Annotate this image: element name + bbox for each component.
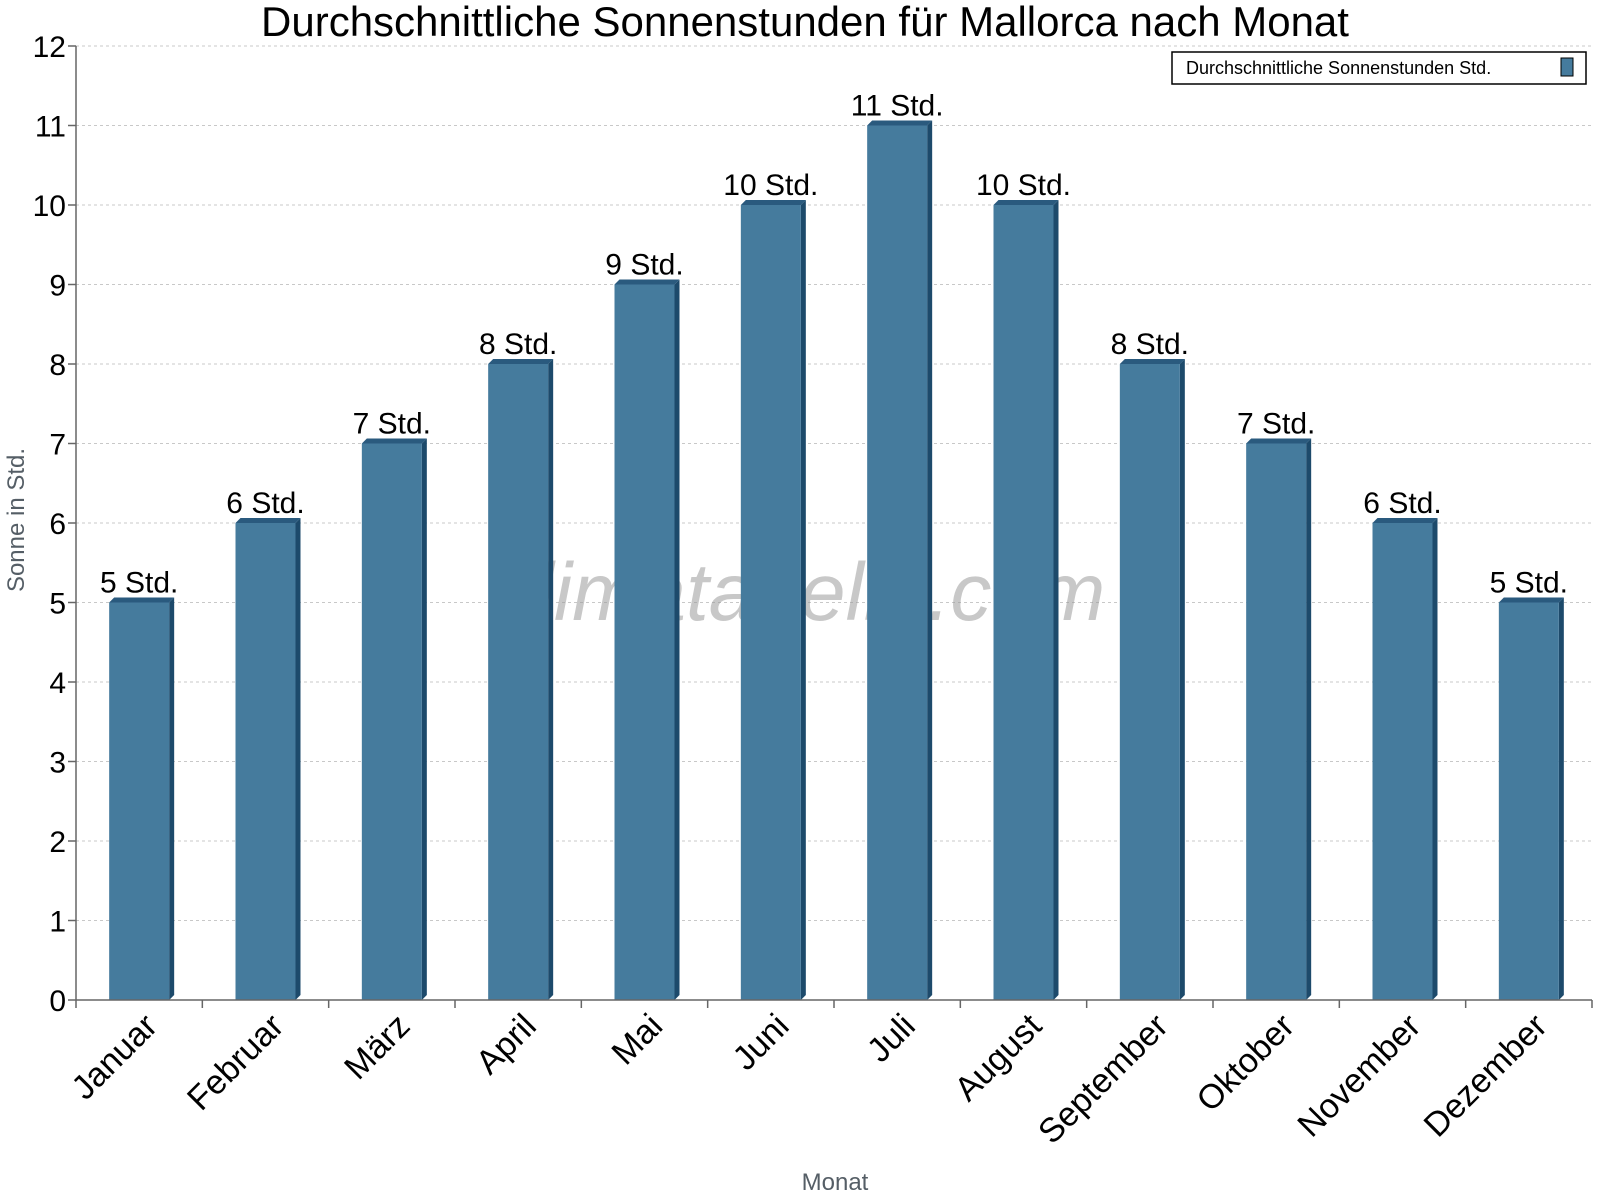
legend-text: Durchschnittliche Sonnenstunden Std. — [1186, 58, 1491, 78]
bar-value-label: 6 Std. — [226, 487, 304, 520]
y-tick-label: 10 — [33, 190, 66, 223]
y-tick-label: 8 — [49, 349, 66, 382]
y-tick-label: 3 — [49, 747, 66, 780]
bar-top — [614, 279, 680, 285]
x-tick-label: November — [1290, 1007, 1428, 1145]
grid-lines — [76, 45, 1592, 921]
bar-side — [1053, 200, 1059, 1000]
bar — [740, 205, 801, 1000]
bar-top — [109, 597, 175, 603]
y-tick-label: 1 — [49, 906, 66, 939]
legend: Durchschnittliche Sonnenstunden Std. — [1171, 51, 1587, 85]
x-tick-label: März — [337, 1007, 417, 1087]
bar-side — [1179, 359, 1185, 1000]
y-axis-label: Sonne in Std. — [3, 448, 30, 592]
bar-top — [1372, 518, 1438, 523]
bar-top — [488, 359, 554, 364]
bar-side — [674, 279, 680, 1000]
bar-value-label: 9 Std. — [605, 249, 683, 282]
y-tick-label: 0 — [49, 985, 66, 1018]
bar-value-label: 8 Std. — [479, 328, 557, 361]
bar — [993, 205, 1054, 1000]
value-labels: 5 Std. 6 Std. 7 Std. 8 Std. 9 Std. 10 Std. 11 … — [100, 90, 1568, 600]
bar — [1498, 602, 1559, 1000]
x-tick-label: Dezember — [1417, 1007, 1555, 1145]
x-tick-label: Juni — [726, 1007, 797, 1078]
bar-top — [1498, 597, 1564, 603]
bar-side — [927, 120, 933, 1000]
x-tick-labels: Januar Februar März April Mai Juni Juli AugustS… — [64, 1006, 1554, 1151]
axes — [68, 45, 1593, 1008]
bar — [235, 523, 296, 1000]
legend-swatch — [1560, 57, 1574, 77]
bar-side — [421, 438, 427, 1000]
y-tick-label: 4 — [49, 667, 66, 700]
x-tick-label: August — [947, 1006, 1049, 1108]
bar-top — [235, 518, 301, 523]
bar — [361, 443, 422, 1000]
bar-side — [800, 200, 806, 1000]
x-tick-label: September — [1031, 1007, 1175, 1151]
x-tick-label: Oktober — [1189, 1007, 1301, 1119]
bar-value-label: 11 Std. — [851, 90, 944, 123]
bar-top — [993, 200, 1059, 205]
bar-top — [1119, 359, 1185, 364]
bar-top — [1246, 438, 1312, 444]
bar — [488, 364, 549, 1000]
bar-value-label: 7 Std. — [1237, 408, 1315, 441]
bar-value-label: 5 Std. — [1490, 567, 1568, 600]
bar — [1372, 523, 1433, 1000]
x-tick-label: Februar — [180, 1007, 291, 1118]
y-tick-label: 11 — [35, 111, 66, 144]
bar-value-label: 10 Std. — [723, 169, 818, 202]
x-tick-label: Januar — [64, 1007, 164, 1107]
y-tick-label: 5 — [49, 588, 66, 621]
bar-side — [1558, 597, 1564, 1000]
bar-side — [169, 597, 175, 1000]
bar-top — [867, 120, 933, 126]
y-tick-label: 2 — [49, 826, 66, 859]
bar — [1246, 443, 1307, 1000]
bar-side — [1306, 438, 1312, 1000]
bar-value-label: 6 Std. — [1363, 487, 1441, 520]
bar — [109, 602, 170, 1000]
bar-side — [1432, 518, 1438, 1000]
bar-side — [295, 518, 301, 1000]
x-tick-label: Juli — [860, 1007, 923, 1070]
bars — [109, 120, 1564, 1000]
bar — [614, 284, 675, 1000]
bar-value-label: 8 Std. — [1111, 328, 1189, 361]
x-tick-label: April — [469, 1007, 544, 1082]
x-tick-label: Mai — [605, 1007, 671, 1073]
x-axis-label: Monat — [802, 1169, 869, 1196]
bar-value-label: 10 Std. — [976, 169, 1071, 202]
bar-top — [740, 200, 806, 205]
y-tick-label: 12 — [33, 31, 66, 64]
chart-title: Durchschnittliche Sonnenstunden für Mall… — [261, 0, 1349, 45]
bar-value-label: 5 Std. — [100, 567, 178, 600]
bar-value-label: 7 Std. — [353, 408, 431, 441]
y-tick-label: 9 — [49, 270, 66, 303]
bar-side — [548, 359, 554, 1000]
legend-box — [1171, 51, 1587, 85]
bar-top — [361, 438, 427, 444]
y-tick-label: 7 — [49, 429, 66, 462]
bar — [867, 125, 928, 1000]
bar — [1119, 364, 1180, 1000]
y-tick-label: 6 — [49, 508, 66, 541]
